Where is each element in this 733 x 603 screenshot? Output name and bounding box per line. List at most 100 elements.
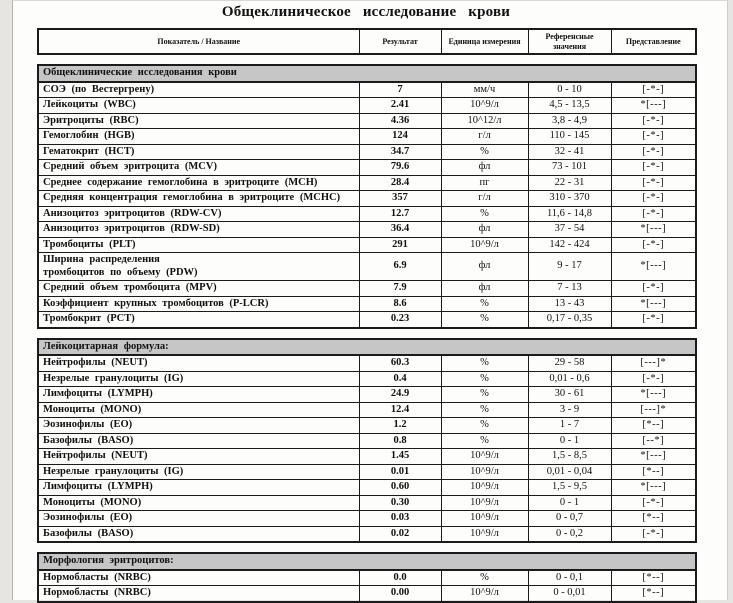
repr-cell: [-*-] [610,174,697,191]
ref-cell: 0 - 0,7 [527,510,612,527]
ref-cell: 0,01 - 0,04 [527,463,612,480]
unit-cell: фл [440,159,529,176]
table-row: Анизоцитоз эритроцитов (RDW-CV) 12.7% 11,6… [37,205,697,222]
unit-cell: % [440,569,529,586]
name-cell: Нормобласты (NRBC) [37,569,360,586]
column-header-result: Результат [358,28,442,55]
unit-cell: % [440,432,529,449]
column-header-table: Показатель / Название Результат Единица … [37,28,697,55]
table-row: Лейкоциты (WBC) 2.41 10^9/л 4,5 - 13,5 *[---… [37,97,697,114]
ref-cell: 1,5 - 9,5 [527,479,612,496]
page-title: Общеклиническое исследование крови [221,4,511,20]
name-cell: Гемоглобин (HGB) [37,128,360,145]
name-cell: Тромбоциты (PLT) [37,236,360,253]
result-cell: 357 [358,190,442,207]
ref-cell: 3,8 - 4,9 [527,112,612,129]
result-cell: 8.6 [358,295,442,312]
column-header-reference: Референсные значения [527,28,612,55]
repr-cell: [-*-] [610,205,697,222]
name-cell: Нейтрофилы (NEUT) [37,448,360,465]
table-row: Нормобласты (NRBC) 0.0% 0 - 0,1 [*--] [37,569,697,586]
name-cell: Лейкоциты (WBC) [37,97,360,114]
unit-cell: фл [440,280,529,297]
unit-cell: % [440,295,529,312]
name-cell: Средняя концентрация гемоглобина в эритр… [37,190,360,207]
unit-cell: 10^9/л [440,510,529,527]
repr-cell: [-*-] [610,81,697,98]
repr-cell: *[---] [610,97,697,114]
name-cell: Эозинофилы (EO) [37,417,360,434]
result-cell: 0.4 [358,370,442,387]
ref-cell: 142 - 424 [527,236,612,253]
name-cell: Лимфоциты (LYMPH) [37,479,360,496]
result-cell: 1.2 [358,417,442,434]
result-cell: 12.4 [358,401,442,418]
repr-cell: *[---] [610,252,697,281]
table-row: Гемоглобин (HGB) 124 г/л 110 - 145 [-*-] [37,128,697,145]
ref-cell: 0 - 0,2 [527,525,612,543]
repr-cell: [-*-] [610,525,697,543]
result-cell: 7 [358,81,442,98]
column-header-unit: Единица измерения [440,28,529,55]
name-cell: Незрелые гранулоциты (IG) [37,370,360,387]
repr-cell: [---]* [610,354,697,372]
table-row: Лимфоциты (LYMPH) 0.60 10^9/л 1,5 - 9,5 *[--… [37,479,697,496]
repr-cell: [-*-] [610,494,697,511]
table-row: Тромбокрит (PCT) 0.23% 0,17 - 0,35 [-*-] [37,311,697,328]
ref-cell: 32 - 41 [527,143,612,160]
ref-cell: 0 - 0,01 [527,585,612,602]
results-sections: Общеклинические исследования крови СОЭ (п… [37,64,698,603]
name-cell: Незрелые гранулоциты (IG) [37,463,360,480]
table-row: Эозинофилы (EO) 0.03 10^9/л 0 - 0,7 [*--] [37,510,697,527]
table-row: Средний объем тромбоцита (MPV) 7.9 фл 7 - 1… [37,280,697,297]
ref-cell: 0 - 10 [527,81,612,98]
result-cell: 34.7 [358,143,442,160]
name-cell: Моноциты (MONO) [37,494,360,511]
name-cell: Ширина распределения тромбоцитов по объе… [37,252,360,281]
report-content: Общеклиническое исследование крови Показ… [13,1,727,603]
section-header-row: Лейкоцитарная формула: [37,338,697,356]
repr-cell: [*--] [610,510,697,527]
name-cell: Средний объем тромбоцита (MPV) [37,280,360,297]
ref-cell: 1 - 7 [527,417,612,434]
unit-cell: % [440,143,529,160]
table-row: Гематокрит (HCT) 34.7% 32 - 41 [-*-] [37,143,697,160]
name-cell: Базофилы (BASO) [37,432,360,449]
ref-cell: 3 - 9 [527,401,612,418]
repr-cell: [-*-] [610,128,697,145]
repr-cell: [*--] [610,463,697,480]
name-cell: Анизоцитоз эритроцитов (RDW-SD) [37,221,360,238]
unit-cell: % [440,205,529,222]
table-row: Эозинофилы (EO) 1.2% 1 - 7 [*--] [37,417,697,434]
ref-cell: 37 - 54 [527,221,612,238]
unit-cell: % [440,354,529,372]
unit-cell: % [440,401,529,418]
table-row: Коэффициент крупных тромбоцитов (P-LCR) 8… [37,295,697,312]
unit-cell: пг [440,174,529,191]
table-row: Тромбоциты (PLT) 291 10^9/л 142 - 424 [-*-] [37,236,697,253]
name-cell: Лимфоциты (LYMPH) [37,386,360,403]
table-row: Базофилы (BASO) 0.02 10^9/л 0 - 0,2 [-*-] [37,525,697,543]
section-table: Лейкоцитарная формула: Нейтрофилы (NEUT) 6… [37,337,698,543]
name-cell: Базофилы (BASO) [37,525,360,543]
repr-cell: [-*-] [610,370,697,387]
result-cell: 124 [358,128,442,145]
name-cell: СОЭ (по Вестергрену) [37,81,360,98]
ref-cell: 4,5 - 13,5 [527,97,612,114]
result-cell: 28.4 [358,174,442,191]
repr-cell: *[---] [610,479,697,496]
section-header: Морфология эритроцитов: [37,552,697,571]
result-cell: 0.8 [358,432,442,449]
repr-cell: [*--] [610,417,697,434]
result-cell: 0.60 [358,479,442,496]
unit-cell: 10^9/л [440,463,529,480]
repr-cell: [-*-] [610,280,697,297]
result-cell: 0.02 [358,525,442,543]
unit-cell: фл [440,252,529,281]
result-cell: 0.30 [358,494,442,511]
repr-cell: [-*-] [610,236,697,253]
section-header: Лейкоцитарная формула: [37,338,697,356]
repr-cell: *[---] [610,386,697,403]
name-cell: Коэффициент крупных тромбоцитов (P-LCR) [37,295,360,312]
repr-cell: *[---] [610,221,697,238]
